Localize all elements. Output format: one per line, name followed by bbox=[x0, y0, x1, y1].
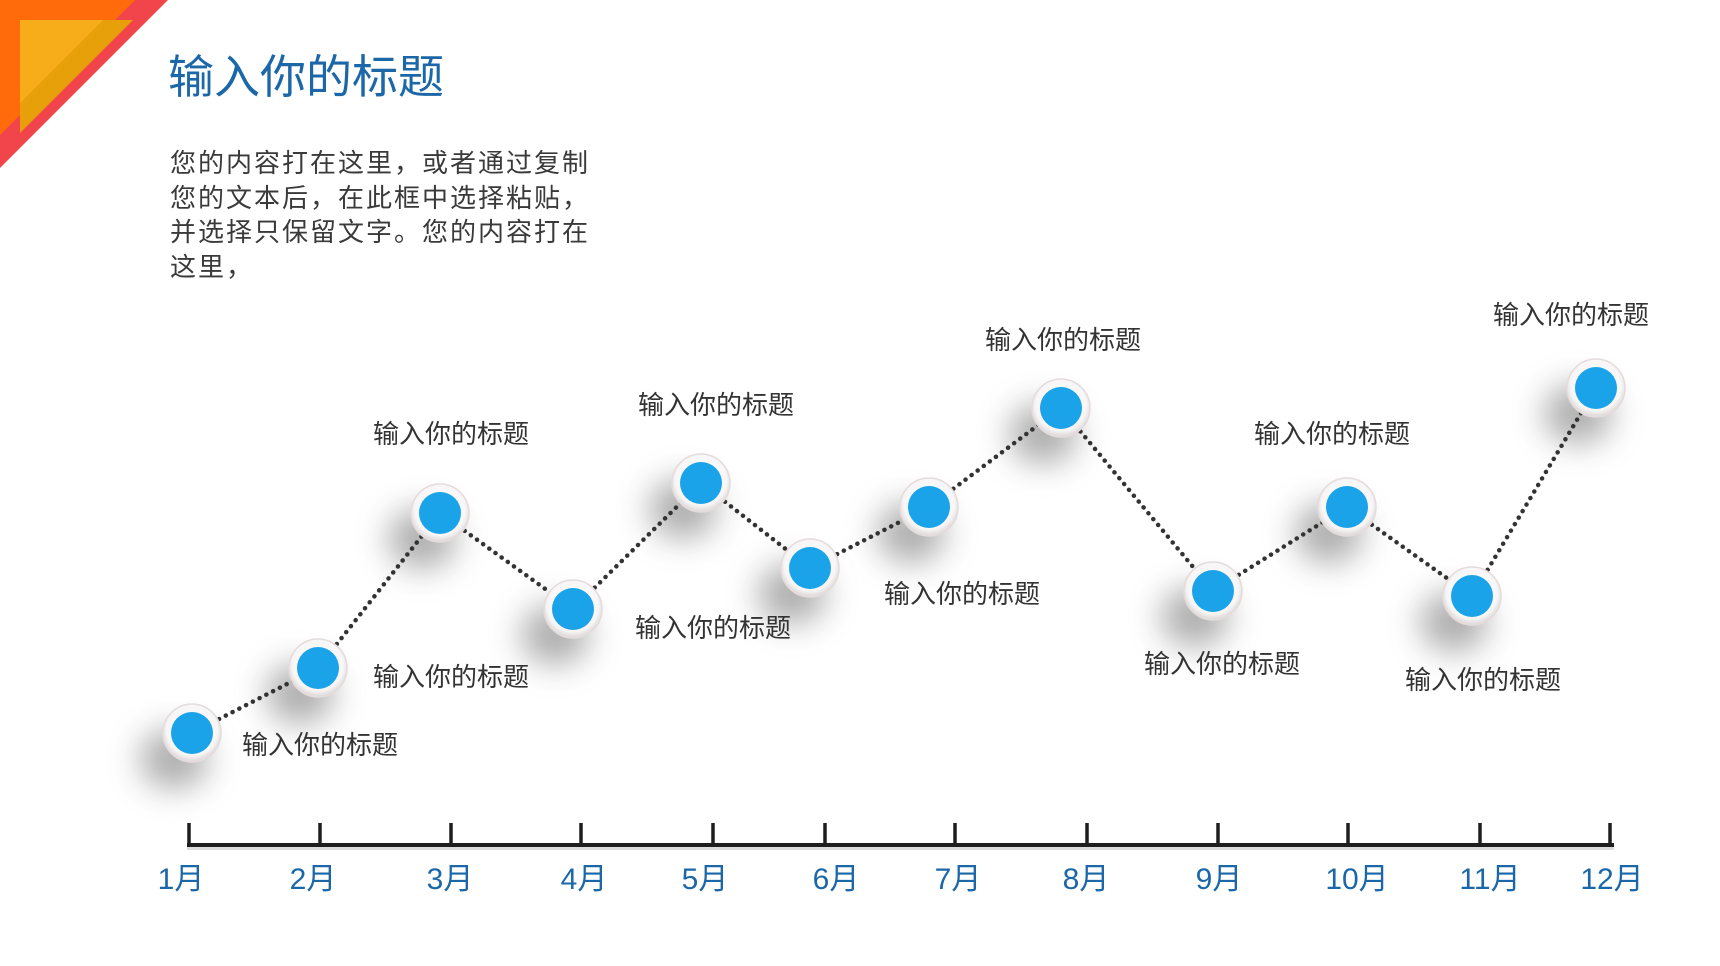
corner-yellow-triangle bbox=[20, 20, 103, 103]
month-label: 10月 bbox=[1325, 863, 1389, 896]
data-point-marker bbox=[899, 477, 959, 537]
point-label: 输入你的标题 bbox=[985, 326, 1142, 356]
point-label: 输入你的标题 bbox=[1493, 301, 1650, 331]
data-point-marker bbox=[288, 638, 348, 698]
data-point-marker bbox=[410, 483, 470, 543]
month-label: 12月 bbox=[1580, 863, 1644, 896]
month-label: 4月 bbox=[560, 863, 608, 896]
marker-dot bbox=[297, 647, 339, 689]
marker-dot bbox=[419, 492, 461, 534]
month-label: 11月 bbox=[1459, 863, 1521, 896]
point-label: 输入你的标题 bbox=[638, 391, 795, 421]
page-title: 输入你的标题 bbox=[168, 50, 444, 104]
point-label: 输入你的标题 bbox=[1254, 420, 1411, 450]
connector-segment bbox=[1058, 405, 1216, 594]
marker-dot bbox=[789, 547, 831, 589]
description-text: 您的内容打在这里，或者通过复制 您的文本后，在此框中选择粘贴， 并选择只保留文字… bbox=[170, 147, 610, 285]
data-point-marker bbox=[1031, 378, 1091, 438]
data-point-marker bbox=[543, 579, 603, 639]
corner-decoration bbox=[0, 0, 168, 168]
marker-dot bbox=[1575, 367, 1617, 409]
point-label: 输入你的标题 bbox=[1144, 650, 1301, 680]
point-label: 输入你的标题 bbox=[1405, 666, 1562, 696]
description-line: 您的内容打在这里，或者通过复制 bbox=[170, 149, 591, 179]
x-axis bbox=[187, 823, 1614, 850]
month-label: 7月 bbox=[934, 863, 982, 896]
data-point-marker bbox=[1317, 477, 1377, 537]
marker-dot bbox=[1326, 486, 1368, 528]
month-label: 8月 bbox=[1062, 863, 1110, 896]
point-label: 输入你的标题 bbox=[373, 663, 530, 693]
data-point-marker bbox=[162, 703, 222, 763]
point-label: 输入你的标题 bbox=[635, 614, 792, 644]
month-label: 6月 bbox=[812, 863, 860, 896]
data-point-marker bbox=[671, 453, 731, 513]
month-label: 9月 bbox=[1195, 863, 1243, 896]
marker-dot bbox=[1451, 575, 1493, 617]
description-line: 这里， bbox=[170, 252, 255, 283]
data-point-marker bbox=[780, 538, 840, 598]
month-label: 5月 bbox=[681, 863, 729, 896]
marker-dot bbox=[171, 712, 213, 754]
month-label: 1月 bbox=[157, 863, 205, 896]
month-label: 2月 bbox=[289, 863, 337, 896]
connector-segment bbox=[570, 480, 704, 612]
marker-dot bbox=[1040, 387, 1082, 429]
data-point-marker bbox=[1442, 566, 1502, 626]
description-line: 并选择只保留文字。您的内容打在 bbox=[170, 218, 591, 248]
marker-dot bbox=[680, 462, 722, 504]
point-label: 输入你的标题 bbox=[373, 420, 530, 450]
data-markers bbox=[162, 358, 1626, 763]
data-point-marker bbox=[1183, 561, 1243, 621]
month-label: 3月 bbox=[426, 863, 474, 896]
connector-segment bbox=[315, 510, 443, 671]
connector-segment bbox=[1469, 385, 1599, 599]
marker-dot bbox=[908, 486, 950, 528]
point-label: 输入你的标题 bbox=[884, 580, 1041, 610]
description-line: 您的文本后，在此框中选择粘贴， bbox=[170, 183, 591, 214]
marker-dot bbox=[1192, 570, 1234, 612]
point-label: 输入你的标题 bbox=[242, 731, 399, 761]
marker-dot bbox=[552, 588, 594, 630]
data-point-marker bbox=[1566, 358, 1626, 418]
